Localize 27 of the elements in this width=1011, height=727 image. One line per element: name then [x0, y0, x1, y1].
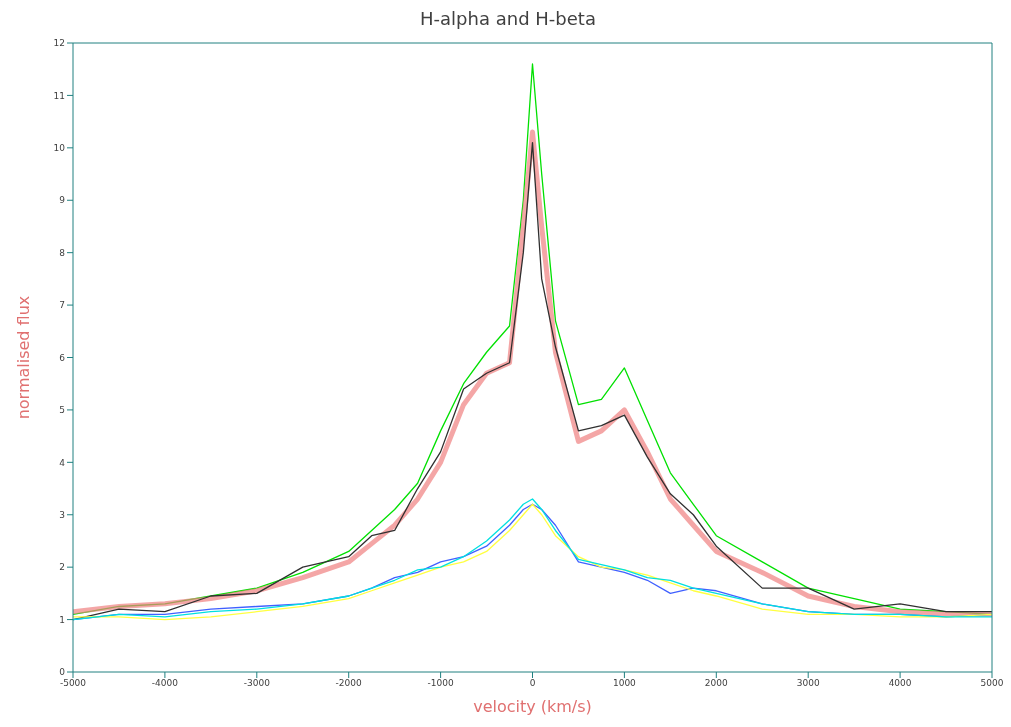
y-axis-title: normalised flux [13, 295, 33, 420]
chart-title: H-alpha and H-beta [419, 8, 597, 31]
x-tick-label: 0 [529, 678, 536, 689]
y-tick-label: 2 [59, 562, 65, 573]
x-tick-label: 2000 [704, 678, 729, 689]
x-tick-label: -5000 [59, 678, 87, 689]
x-tick-label: -4000 [151, 678, 179, 689]
x-tick-label: 3000 [796, 678, 820, 689]
y-tick-label: 4 [59, 457, 66, 468]
x-tick-label: 4000 [888, 678, 912, 689]
y-tick-label: 9 [59, 195, 66, 206]
y-tick-label: 7 [59, 300, 65, 311]
x-axis-title: velocity (km/s) [473, 697, 592, 716]
x-tick-label: -2000 [335, 678, 363, 689]
y-tick-label: 8 [59, 247, 66, 258]
y-tick-label: 11 [53, 90, 65, 101]
y-tick-label: 10 [53, 143, 66, 154]
y-tick-label: 3 [59, 509, 65, 520]
y-tick-label: 6 [59, 352, 66, 363]
y-tick-label: 12 [53, 38, 65, 49]
x-tick-label: 1000 [612, 678, 637, 689]
y-tick-label: 0 [59, 667, 66, 678]
x-tick-label: -3000 [243, 678, 271, 689]
x-tick-label: 5000 [980, 678, 1004, 689]
y-tick-label: 1 [59, 614, 65, 625]
x-tick-label: -1000 [427, 678, 454, 689]
y-tick-label: 5 [59, 405, 65, 416]
